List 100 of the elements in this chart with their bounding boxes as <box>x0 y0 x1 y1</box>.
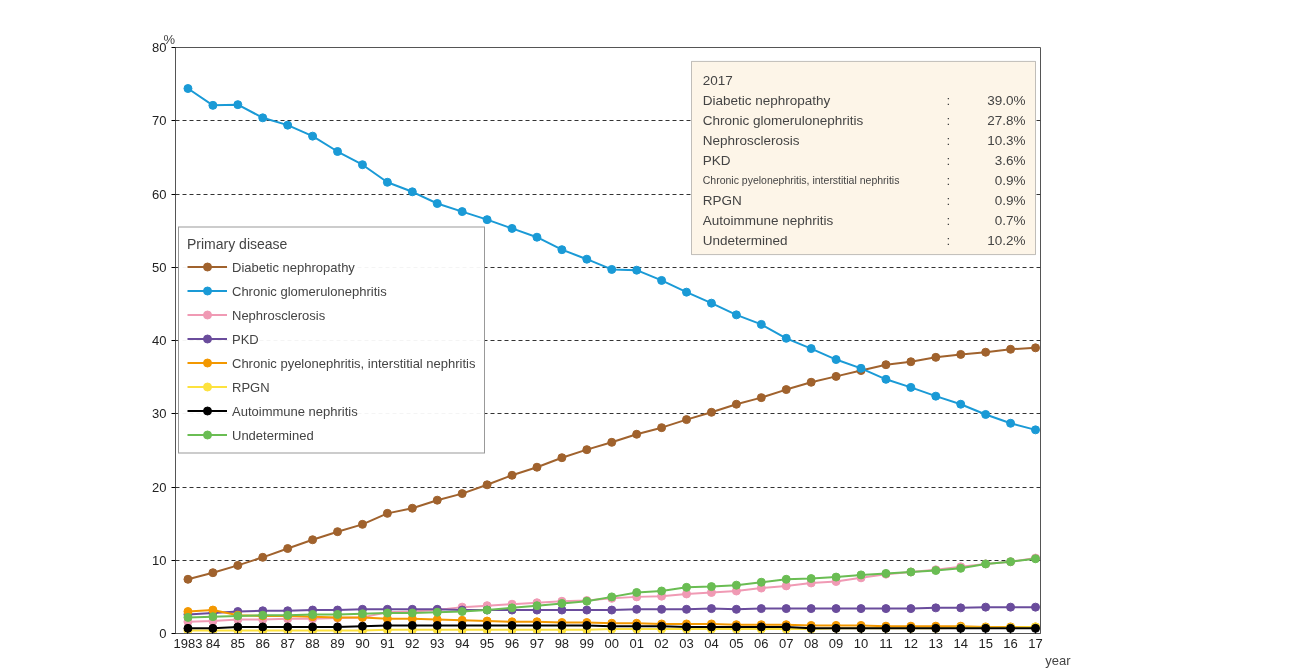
point <box>1006 344 1016 354</box>
point <box>432 199 442 209</box>
point <box>682 287 692 297</box>
point <box>831 355 841 365</box>
annotation: 10.2% <box>987 232 1026 248</box>
x-tick-label: 09 <box>828 635 844 651</box>
point <box>981 409 991 419</box>
point <box>657 423 667 433</box>
point <box>731 310 741 320</box>
legend-label: Diabetic nephropathy <box>232 259 355 274</box>
point <box>806 377 816 387</box>
x-tick-label: 97 <box>529 635 545 651</box>
point <box>931 391 941 401</box>
x-tick-label: 00 <box>604 635 619 651</box>
point <box>507 223 517 233</box>
annotation: 39.0% <box>987 92 1026 108</box>
annotation: Chronic glomerulonephritis <box>702 112 864 128</box>
y-tick-label: 30 <box>152 406 167 422</box>
annotation: : <box>946 152 951 168</box>
x-tick-label: 01 <box>629 635 644 651</box>
y-tick-label: 40 <box>152 333 167 348</box>
point <box>1006 418 1016 428</box>
annotation: 0.9% <box>994 192 1026 208</box>
point <box>208 100 218 110</box>
x-tick-label: 96 <box>504 635 520 651</box>
point <box>632 429 642 439</box>
x-tick-label: 93 <box>430 635 445 651</box>
point <box>407 620 417 630</box>
x-tick-label: 91 <box>380 635 395 651</box>
point <box>482 480 492 490</box>
point <box>482 620 492 630</box>
point <box>258 113 268 123</box>
x-tick-label: 10 <box>853 635 869 651</box>
x-tick-label: 88 <box>305 635 320 651</box>
x-tick-label: 11 <box>879 635 893 651</box>
point <box>731 399 741 409</box>
x-tick-label: 08 <box>803 635 819 651</box>
point <box>806 344 816 354</box>
point <box>1031 602 1041 612</box>
point <box>956 399 966 409</box>
x-tick-label: 07 <box>779 635 794 651</box>
point <box>756 577 766 587</box>
annotation: 0.9% <box>994 172 1026 188</box>
point <box>308 622 318 632</box>
legend-title: Primary disease <box>187 235 289 252</box>
x-tick-label: 99 <box>579 635 595 651</box>
point <box>333 622 343 632</box>
y-tick-label: 20 <box>152 479 167 495</box>
x-tick-label: 98 <box>554 635 570 651</box>
point <box>233 100 243 110</box>
point <box>706 604 716 614</box>
point <box>682 415 692 425</box>
point <box>806 574 816 584</box>
annotation: : <box>946 232 951 248</box>
point <box>781 574 791 584</box>
annotation: PKD <box>702 152 731 168</box>
point <box>1031 343 1041 353</box>
point <box>806 604 816 614</box>
point <box>856 604 866 614</box>
annotation: : <box>946 192 951 208</box>
point <box>258 552 268 562</box>
point <box>482 215 492 225</box>
annotation: Diabetic nephropathy <box>702 92 831 108</box>
x-tick-label: 06 <box>754 635 769 651</box>
point <box>731 580 741 590</box>
x-tick-label: 87 <box>280 635 295 651</box>
point <box>382 620 392 630</box>
legend-label: Chronic pyelonephritis, interstitial nephritis <box>232 355 476 370</box>
point <box>981 347 991 357</box>
point <box>931 603 941 613</box>
point <box>831 572 841 582</box>
point <box>183 574 193 584</box>
point <box>457 207 467 217</box>
y-tick-label: 10 <box>152 552 167 568</box>
point <box>756 393 766 403</box>
annotation: 2017 <box>702 72 733 88</box>
annotation: Autoimmune nephritis <box>702 212 834 228</box>
point <box>1006 602 1016 612</box>
point <box>906 357 916 367</box>
y-tick-label: 60 <box>152 186 167 202</box>
legend-label: RPGN <box>232 379 270 394</box>
y-tick-label: 70 <box>152 113 167 129</box>
point <box>607 264 617 274</box>
point <box>382 508 392 518</box>
point <box>357 519 367 529</box>
point <box>557 245 567 255</box>
point <box>357 160 367 170</box>
point <box>906 382 916 392</box>
x-tick-label: 92 <box>405 635 420 651</box>
point <box>382 177 392 187</box>
legend-label: Undetermined <box>232 427 314 442</box>
point <box>208 612 218 622</box>
point <box>682 582 692 592</box>
x-tick-label: 1983 <box>173 635 203 651</box>
point <box>682 604 692 614</box>
point <box>333 527 343 537</box>
point <box>706 582 716 592</box>
point <box>607 605 617 615</box>
annotation: 0.7% <box>994 212 1026 228</box>
point <box>706 407 716 417</box>
